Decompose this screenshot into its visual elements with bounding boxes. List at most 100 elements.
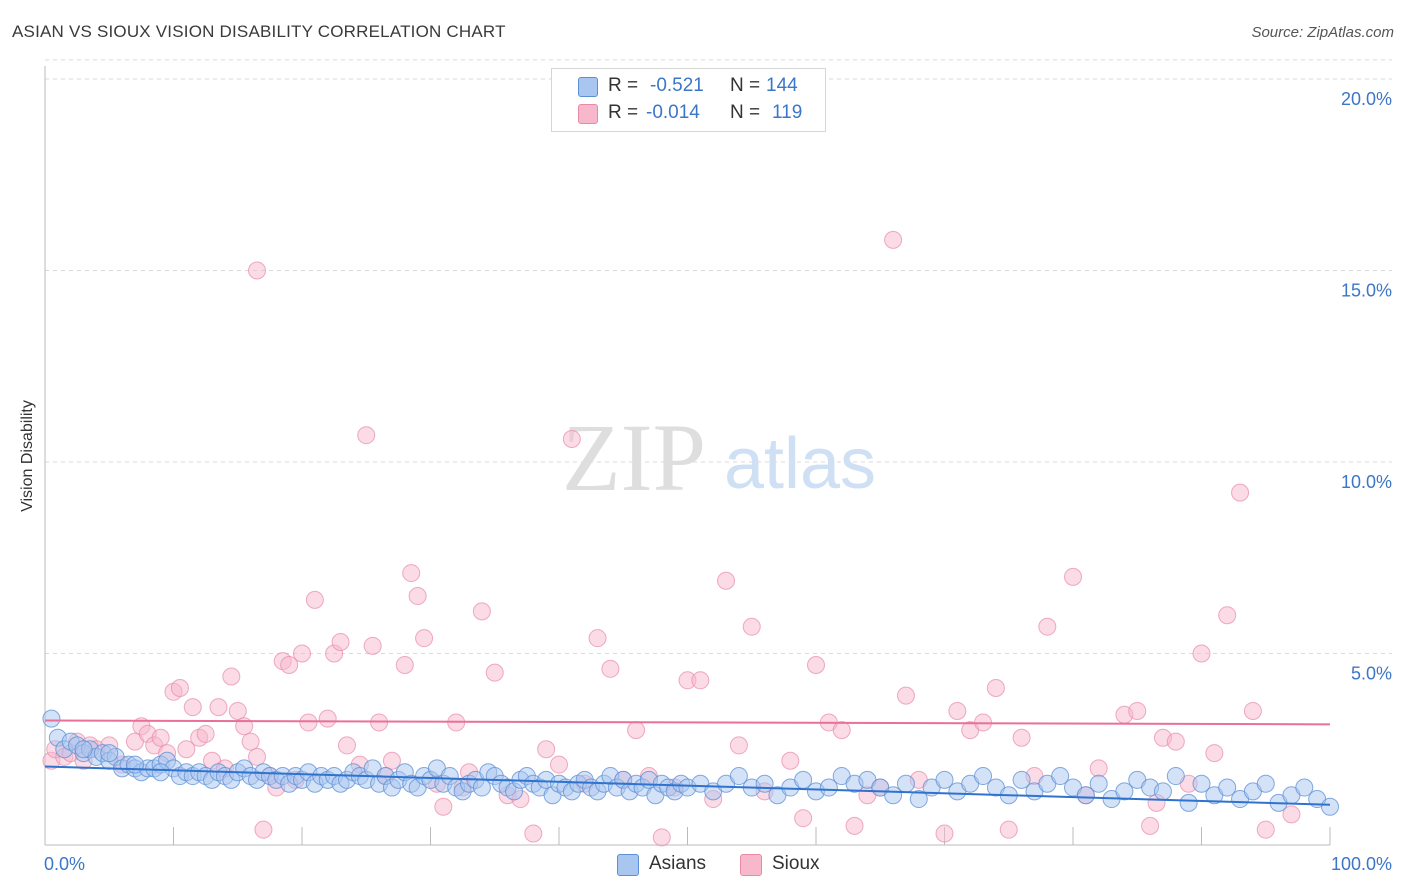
watermark: ZIP atlas xyxy=(562,404,876,511)
r-value: -0.014 xyxy=(646,102,700,123)
sioux-point xyxy=(1128,701,1147,720)
sioux-point xyxy=(999,820,1018,839)
asian-point xyxy=(1115,782,1134,801)
sioux-point xyxy=(357,426,376,445)
sioux-point xyxy=(1012,728,1031,747)
sioux-point xyxy=(305,590,324,609)
asians-points xyxy=(42,709,1339,816)
sioux-point xyxy=(1192,644,1211,663)
sioux-point xyxy=(1256,820,1275,839)
sioux-point xyxy=(794,809,813,828)
asian-point xyxy=(1218,778,1237,797)
asian-point xyxy=(729,767,748,786)
sioux-point xyxy=(408,587,427,606)
sioux-point xyxy=(395,655,414,674)
sioux-point xyxy=(1218,606,1237,625)
sioux-point xyxy=(896,686,915,705)
asian-point xyxy=(1179,793,1198,812)
sioux-swatch xyxy=(578,104,598,124)
sioux-point xyxy=(485,663,504,682)
sioux-point xyxy=(588,629,607,648)
sioux-point xyxy=(363,636,382,655)
watermark-zip: ZIP xyxy=(562,404,706,511)
tick-labels: 5.0% 10.0% 15.0% 20.0% 0.0% 100.0% xyxy=(44,89,1392,874)
asian-point xyxy=(1089,774,1108,793)
legend-label: Sioux xyxy=(772,853,820,874)
gridlines xyxy=(45,59,1392,654)
asians-legend-swatch xyxy=(617,854,639,876)
n-value: 144 xyxy=(766,75,798,96)
sioux-point xyxy=(248,747,267,766)
sioux-point xyxy=(986,678,1005,697)
sioux-point xyxy=(196,724,215,743)
sioux-point xyxy=(537,740,556,759)
sioux-point xyxy=(1205,744,1224,763)
sioux-point xyxy=(884,230,903,249)
n-label: N = xyxy=(730,102,761,123)
sioux-point xyxy=(717,571,736,590)
asian-point xyxy=(1295,778,1314,797)
sioux-point xyxy=(1166,732,1185,751)
chart-title: ASIAN VS SIOUX VISION DISABILITY CORRELA… xyxy=(12,22,506,41)
trend-lines xyxy=(44,719,1331,806)
sioux-point xyxy=(177,740,196,759)
sioux-point xyxy=(742,617,761,636)
asian-point xyxy=(1192,774,1211,793)
y-tick-label: 5.0% xyxy=(1351,664,1392,684)
sioux-point xyxy=(472,602,491,621)
sioux-point xyxy=(729,736,748,755)
sioux-point xyxy=(781,751,800,770)
sioux-point xyxy=(1038,617,1057,636)
y-tick-label: 20.0% xyxy=(1341,89,1392,109)
sioux-point xyxy=(318,709,337,728)
asian-point xyxy=(100,744,119,763)
sioux-point xyxy=(627,721,646,740)
sioux-point xyxy=(331,633,350,652)
asian-point xyxy=(125,755,144,774)
asian-point xyxy=(1166,767,1185,786)
sioux-point xyxy=(415,629,434,648)
asian-point xyxy=(909,790,928,809)
n-label: N = xyxy=(730,75,761,96)
sioux-point xyxy=(183,698,202,717)
asian-point xyxy=(819,778,838,797)
x-tick-label-min: 0.0% xyxy=(44,854,85,874)
asian-point xyxy=(42,709,61,728)
sioux-point xyxy=(1282,805,1301,824)
asian-point xyxy=(935,770,954,789)
asians-swatch xyxy=(578,77,598,97)
sioux-point xyxy=(807,655,825,674)
sioux-point xyxy=(228,701,247,720)
sioux-point xyxy=(337,736,356,755)
sioux-legend-swatch xyxy=(740,854,762,876)
asian-point xyxy=(151,763,170,782)
asian-point xyxy=(1012,770,1031,789)
sioux-point xyxy=(1064,567,1082,586)
legend-label: Asians xyxy=(649,853,707,874)
sioux-point xyxy=(832,721,851,740)
asian-point xyxy=(1256,774,1275,793)
asian-point xyxy=(1076,786,1095,805)
x-tick-label-max: 100.0% xyxy=(1331,854,1392,874)
sioux-point xyxy=(524,824,543,843)
sioux-point xyxy=(382,751,401,770)
asian-point xyxy=(1153,782,1172,801)
sioux-point xyxy=(948,701,967,720)
sioux-point xyxy=(1231,483,1250,502)
asian-point xyxy=(74,740,93,759)
sioux-point xyxy=(1089,759,1108,778)
sioux-point xyxy=(254,820,273,839)
asian-point xyxy=(1051,767,1070,786)
y-tick-label: 10.0% xyxy=(1341,472,1392,492)
correlation-stats-box: R = -0.521 N = 144 R = -0.014 N = 119 xyxy=(551,68,826,132)
asian-point xyxy=(1321,797,1339,816)
sioux-point xyxy=(248,261,267,280)
sioux-point xyxy=(1243,701,1262,720)
sioux-point xyxy=(299,713,318,732)
sioux-point xyxy=(402,564,421,583)
chart-source: Source: ZipAtlas.com xyxy=(1251,24,1394,41)
sioux-point xyxy=(845,816,864,835)
asian-point xyxy=(896,774,915,793)
n-value: 119 xyxy=(772,102,803,123)
